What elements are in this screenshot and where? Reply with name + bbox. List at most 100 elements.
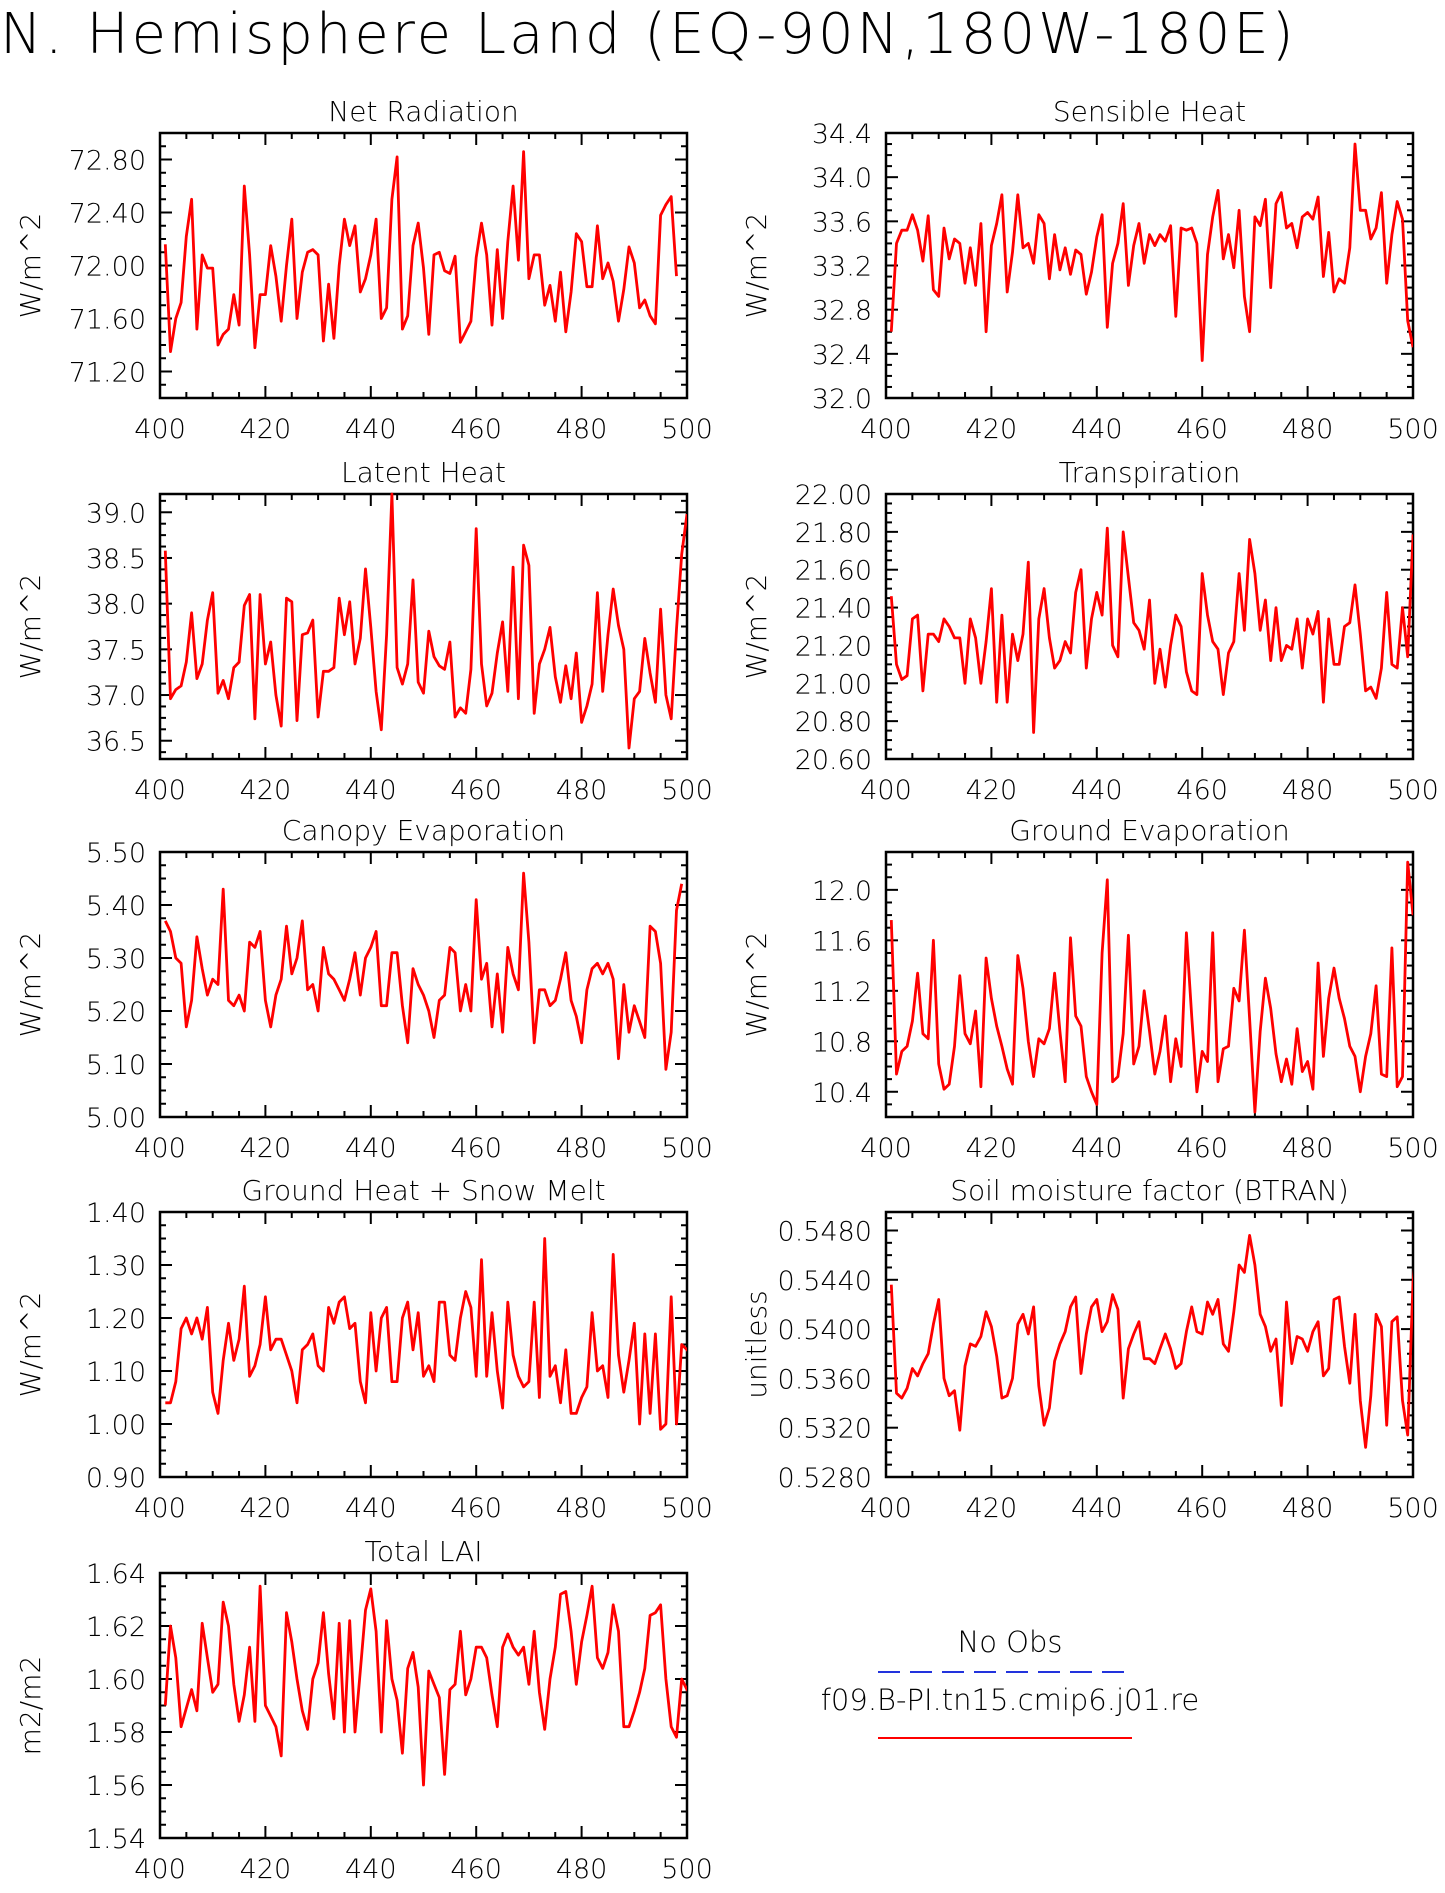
x-tick-label: 460 bbox=[450, 775, 502, 806]
x-tick-label: 460 bbox=[1176, 1493, 1228, 1524]
legend-swatch-model bbox=[878, 1737, 1132, 1739]
y-tick-label: 34.4 bbox=[812, 119, 872, 150]
chart-sensible-heat: 400 420 440 460 480 500 32.0 32.4 32.8 33.2 33.6 34… bbox=[740, 95, 1439, 445]
chart-ground-heat-snow-melt: 400 420 440 460 480 500 0.90 1.00 1.10 1.20 1.30 1.… bbox=[14, 1174, 713, 1524]
chart-title: Transpiration bbox=[1059, 456, 1241, 489]
x-tick-label: 420 bbox=[240, 1493, 292, 1524]
legend-label-no-obs: No Obs bbox=[957, 1625, 1063, 1659]
y-tick-label: 37.5 bbox=[86, 635, 146, 666]
x-tick-label: 500 bbox=[661, 1854, 713, 1885]
series-line bbox=[164, 871, 684, 1071]
series-line bbox=[163, 150, 678, 354]
plot-frame bbox=[884, 850, 1415, 1119]
y-axis-label: W/m^2 bbox=[740, 932, 773, 1038]
y-tick-label: 5.30 bbox=[86, 944, 146, 975]
y-tick-label: 37.0 bbox=[86, 681, 146, 712]
x-tick-label: 420 bbox=[240, 414, 292, 445]
y-tick-label: 1.00 bbox=[86, 1410, 146, 1441]
y-tick-label: 33.2 bbox=[812, 252, 872, 283]
x-tick-label: 440 bbox=[345, 1854, 397, 1885]
y-tick-label: 34.0 bbox=[812, 163, 872, 194]
y-tick-label: 0.5360 bbox=[778, 1364, 872, 1395]
y-tick-label: 72.00 bbox=[69, 252, 146, 283]
y-tick-label: 20.60 bbox=[795, 745, 872, 776]
x-tick-label: 460 bbox=[450, 1854, 502, 1885]
x-tick-label: 480 bbox=[1282, 775, 1334, 806]
series-line bbox=[889, 526, 1413, 734]
chart-soil-moisture-factor-btran: 400 420 440 460 480 500 0.5280 0.5320 0.5360 0.54… bbox=[740, 1174, 1439, 1524]
chart-total-lai: 400 420 440 460 480 500 1.54 1.56 1.58 1.60 1.62 1.… bbox=[14, 1535, 713, 1885]
x-tick-label: 500 bbox=[661, 1133, 713, 1164]
y-tick-label: 0.5440 bbox=[778, 1266, 872, 1297]
x-tick-label: 420 bbox=[966, 775, 1018, 806]
x-tick-label: 400 bbox=[860, 414, 912, 445]
series-line bbox=[889, 860, 1413, 1114]
y-axis-label: W/m^2 bbox=[740, 574, 773, 680]
y-tick-label: 32.4 bbox=[812, 340, 872, 371]
series-line bbox=[889, 1234, 1413, 1449]
chart-title: Total LAI bbox=[365, 1535, 483, 1568]
y-tick-label: 11.6 bbox=[812, 926, 872, 957]
x-tick-label: 500 bbox=[1387, 775, 1439, 806]
y-tick-label: 5.40 bbox=[86, 891, 146, 922]
x-tick-label: 400 bbox=[134, 1854, 186, 1885]
x-tick-label: 400 bbox=[860, 775, 912, 806]
series-line bbox=[889, 142, 1413, 362]
y-tick-label: 33.6 bbox=[812, 207, 872, 238]
y-tick-label: 5.10 bbox=[86, 1050, 146, 1081]
plot-frame bbox=[158, 1571, 689, 1840]
x-tick-label: 440 bbox=[1071, 1493, 1123, 1524]
y-axis-label: W/m^2 bbox=[740, 213, 773, 319]
x-tick-label: 480 bbox=[556, 775, 608, 806]
y-tick-label: 1.62 bbox=[86, 1612, 146, 1643]
y-tick-label: 38.5 bbox=[86, 544, 146, 575]
x-tick-label: 460 bbox=[450, 1493, 502, 1524]
x-tick-label: 480 bbox=[556, 1493, 608, 1524]
x-tick-label: 420 bbox=[240, 1133, 292, 1164]
x-tick-label: 440 bbox=[345, 1133, 397, 1164]
x-tick-label: 480 bbox=[556, 1854, 608, 1885]
legend-label-model: f09.B-PI.tn15.cmip6.j01.re bbox=[820, 1683, 1200, 1717]
x-tick-label: 480 bbox=[1282, 1133, 1334, 1164]
x-tick-label: 440 bbox=[1071, 1133, 1123, 1164]
x-tick-label: 440 bbox=[1071, 775, 1123, 806]
x-tick-label: 440 bbox=[1071, 414, 1123, 445]
y-tick-label: 38.0 bbox=[86, 590, 146, 621]
x-tick-label: 460 bbox=[1176, 775, 1228, 806]
y-tick-label: 0.5280 bbox=[778, 1463, 872, 1494]
x-tick-label: 460 bbox=[1176, 414, 1228, 445]
y-axis-label: unitless bbox=[740, 1290, 773, 1398]
plot-frame bbox=[884, 492, 1415, 761]
chart-title: Latent Heat bbox=[341, 456, 506, 489]
y-tick-label: 71.20 bbox=[69, 358, 146, 389]
chart-title: Soil moisture factor (BTRAN) bbox=[950, 1174, 1349, 1207]
y-tick-label: 1.40 bbox=[86, 1198, 146, 1229]
x-tick-label: 500 bbox=[661, 414, 713, 445]
series-line bbox=[163, 492, 687, 750]
y-tick-label: 39.0 bbox=[86, 498, 146, 529]
y-tick-label: 10.8 bbox=[812, 1027, 872, 1058]
y-tick-label: 12.0 bbox=[812, 876, 872, 907]
plot-frame bbox=[158, 131, 689, 400]
y-tick-label: 5.00 bbox=[86, 1103, 146, 1134]
x-tick-label: 400 bbox=[860, 1133, 912, 1164]
y-tick-label: 1.54 bbox=[86, 1824, 146, 1855]
y-tick-label: 21.20 bbox=[795, 631, 872, 662]
y-tick-label: 22.00 bbox=[795, 480, 872, 511]
y-tick-label: 72.40 bbox=[69, 199, 146, 230]
chart-ground-evaporation: 400 420 440 460 480 500 10.4 10.8 11.2 11.6 12.0 Gr… bbox=[740, 814, 1439, 1164]
x-tick-label: 460 bbox=[450, 1133, 502, 1164]
plot-frame bbox=[158, 1210, 689, 1479]
y-tick-label: 72.80 bbox=[69, 146, 146, 177]
y-tick-label: 20.80 bbox=[795, 707, 872, 738]
x-tick-label: 440 bbox=[345, 775, 397, 806]
y-tick-label: 1.60 bbox=[86, 1665, 146, 1696]
y-axis-label: W/m^2 bbox=[14, 932, 47, 1038]
x-tick-label: 500 bbox=[1387, 414, 1439, 445]
plot-frame bbox=[884, 1210, 1415, 1479]
x-tick-label: 420 bbox=[966, 1133, 1018, 1164]
chart-canopy-evaporation: 400 420 440 460 480 500 5.00 5.10 5.20 5.30 5.40 5.… bbox=[14, 814, 713, 1164]
x-tick-label: 400 bbox=[860, 1493, 912, 1524]
x-tick-label: 400 bbox=[134, 414, 186, 445]
y-tick-label: 1.20 bbox=[86, 1304, 146, 1335]
